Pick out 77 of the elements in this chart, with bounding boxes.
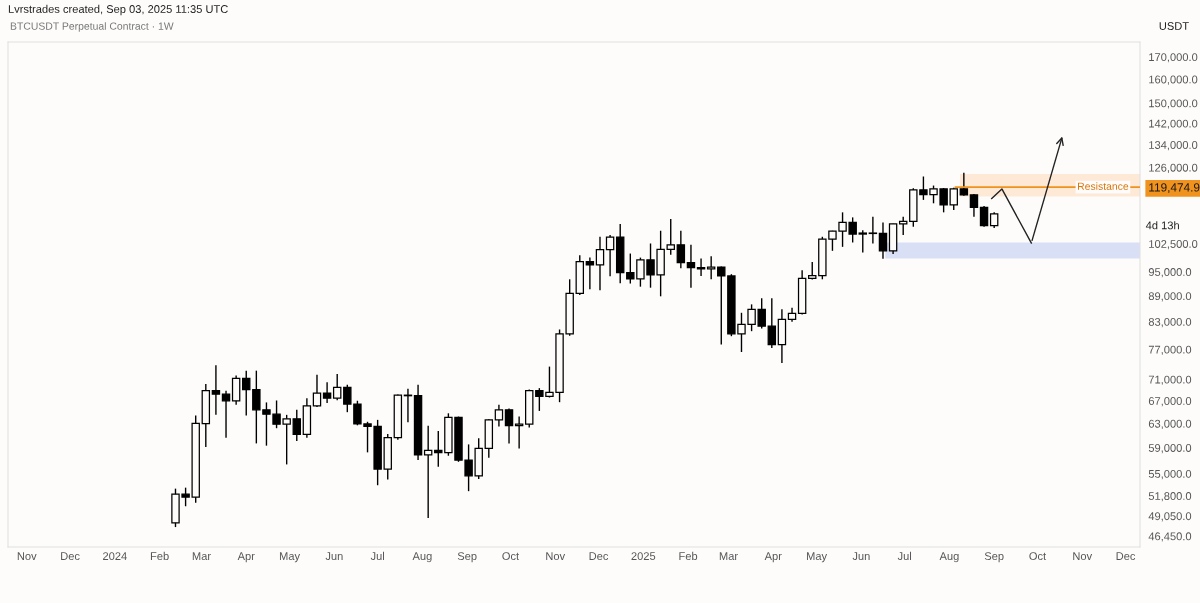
y-tick-label: 67,000.0 [1148, 397, 1192, 407]
candlestick [332, 373, 342, 401]
x-tick-label: Nov [546, 552, 566, 561]
candlestick [959, 172, 969, 197]
y-tick-label: 150,000.0 [1149, 99, 1198, 109]
x-tick-label: Jun [325, 552, 343, 561]
candlestick [696, 257, 706, 277]
y-tick-label: 89,000.0 [1148, 292, 1192, 302]
x-tick-label: Sep [984, 552, 1004, 563]
x-tick-label: 2025 [631, 552, 656, 561]
y-tick-label: 71,000.0 [1148, 375, 1192, 385]
y-tick-label: 160,000.0 [1149, 75, 1198, 85]
candlestick [514, 415, 524, 450]
candlestick [686, 244, 696, 289]
x-tick-label: May [806, 552, 828, 563]
x-tick-label: Feb [150, 551, 169, 561]
x-tick-label: Sep [457, 552, 477, 563]
candlestick [292, 409, 302, 442]
x-tick-label: Aug [412, 552, 432, 563]
candlestick [898, 215, 908, 236]
y-tick-label: 119,474.9 [1149, 183, 1200, 193]
y-tick-label: 83,000.0 [1148, 317, 1192, 328]
chart-title: BTCUSDT Perpetual Contract · 1W [10, 22, 174, 32]
y-axis-title: USDT [1159, 22, 1189, 30]
x-tick-label: Apr [764, 552, 782, 563]
candlestick [868, 215, 878, 245]
candlestick [878, 221, 888, 260]
y-tick-label: 59,000.0 [1148, 444, 1192, 454]
y-tick-label: 95,000.0 [1148, 268, 1192, 278]
x-tick-label: Mar [192, 552, 211, 561]
text: 4d 13h [1145, 221, 1179, 230]
x-tick-label: Feb [679, 551, 698, 561]
x-tick-label: Dec [61, 552, 80, 561]
x-tick-label: Dec [1116, 552, 1136, 561]
candlestick [979, 205, 989, 228]
y-tick-label: 51,800.0 [1148, 492, 1192, 502]
candlestick [231, 374, 241, 406]
y-tick-label: 102,500.0 [1149, 240, 1198, 250]
text: Lvrstrades created, Sep 03, 2025 11:35 UTC [8, 4, 228, 16]
x-tick-label: Apr [237, 552, 255, 563]
x-tick-label: Jul [370, 551, 384, 561]
x-tick-label: Dec [589, 552, 609, 561]
candlestick [423, 425, 433, 519]
y-tick-label: 126,000.0 [1149, 163, 1198, 173]
x-tick-label: 2024 [103, 552, 127, 561]
candlestick [676, 230, 686, 269]
y-tick-label: 134,000.0 [1149, 141, 1198, 151]
y-tick-label: 55,000.0 [1148, 469, 1192, 480]
candlestick [494, 404, 504, 428]
x-tick-label: Oct [1029, 552, 1047, 561]
candlestick [242, 369, 251, 417]
x-tick-label: Nov [1073, 552, 1093, 561]
x-tick-label: Nov [17, 552, 37, 561]
candlestick [595, 236, 605, 291]
x-tick-label: Mar [719, 552, 738, 561]
x-tick-label: Jun [852, 552, 870, 561]
candlestick [211, 364, 221, 416]
candlestick [605, 234, 615, 277]
y-tick-label: 46,450.0 [1148, 532, 1192, 542]
candlestick [221, 390, 231, 439]
y-tick-label: 77,000.0 [1148, 345, 1192, 355]
x-tick-label: Oct [502, 552, 520, 561]
ref-line-label: Resistance [1078, 182, 1129, 190]
y-tick-label: 170,000.0 [1149, 53, 1198, 63]
candlestick [312, 373, 322, 408]
candlestick [322, 381, 332, 404]
x-tick-label: May [279, 552, 301, 563]
candlestick [767, 297, 777, 349]
candlestick [585, 256, 595, 291]
x-tick-label: Jul [897, 551, 912, 561]
x-tick-label: Aug [939, 552, 959, 563]
y-tick-label: 142,000.0 [1149, 119, 1198, 129]
candlestick [706, 255, 716, 280]
y-tick-label: 49,050.0 [1148, 512, 1192, 522]
candlestick [858, 229, 868, 254]
candlestick [504, 407, 514, 445]
y-tick-label: 63,000.0 [1148, 419, 1192, 429]
